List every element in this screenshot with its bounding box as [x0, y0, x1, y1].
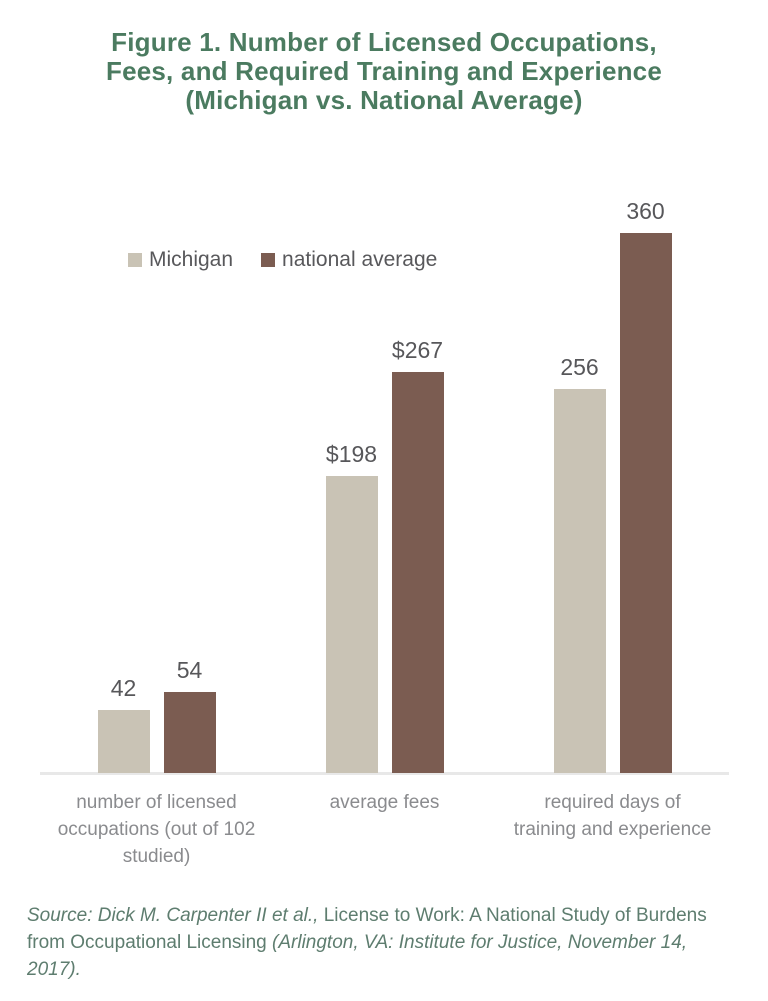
legend-item-Michigan: Michigan — [128, 248, 233, 272]
bar-value-label: 42 — [110, 675, 137, 701]
source-note: Source: Dick M. Carpenter II et al., Lic… — [27, 902, 745, 983]
legend-label: national average — [282, 248, 438, 271]
bar-national-average-group-3 — [619, 233, 672, 773]
plot-area: 42 54 $198 $267 256 360 — [40, 198, 729, 775]
bar-value-label: $198 — [325, 441, 378, 467]
figure-title: Figure 1. Number of Licensed Occupations… — [0, 28, 768, 115]
source-segment-italic: (Arlington, VA: Institute for Justice, N… — [27, 932, 688, 980]
figure-title-line-2: Fees, and Required Training and Experien… — [106, 56, 662, 86]
bar-Michigan-group-1 — [97, 710, 150, 773]
source-segment-italic: Source: Dick M. Carpenter II et al., — [27, 905, 324, 926]
bar-Michigan-group-2 — [325, 476, 378, 773]
legend-swatch-icon — [128, 253, 142, 267]
bar-value-label: 256 — [560, 354, 599, 380]
bar-national-average-group-1 — [163, 692, 216, 773]
x-axis-line — [40, 772, 729, 775]
figure-title-line-1: Figure 1. Number of Licensed Occupations… — [111, 27, 657, 57]
category-label-2: average fees — [329, 792, 440, 813]
bar-value-label: 54 — [176, 657, 203, 683]
bar-Michigan-group-3 — [553, 389, 606, 773]
legend-swatch-icon — [261, 253, 276, 267]
bar-value-label: 360 — [626, 198, 665, 224]
category-label-1: number of licensed occupations (out of 1… — [57, 792, 256, 867]
legend-label: Michigan — [149, 248, 234, 271]
source-segment-title: License to Work: A National Study of Bur… — [27, 905, 707, 953]
chart-legend: Michigan national average — [128, 248, 437, 272]
figure-title-line-3: (Michigan vs. National Average) — [185, 85, 583, 115]
legend-item-national-average: national average — [261, 248, 437, 272]
bar-value-label: $267 — [391, 337, 444, 363]
bar-national-average-group-2 — [391, 372, 444, 773]
category-label-3: required days of training and experience — [513, 792, 712, 840]
